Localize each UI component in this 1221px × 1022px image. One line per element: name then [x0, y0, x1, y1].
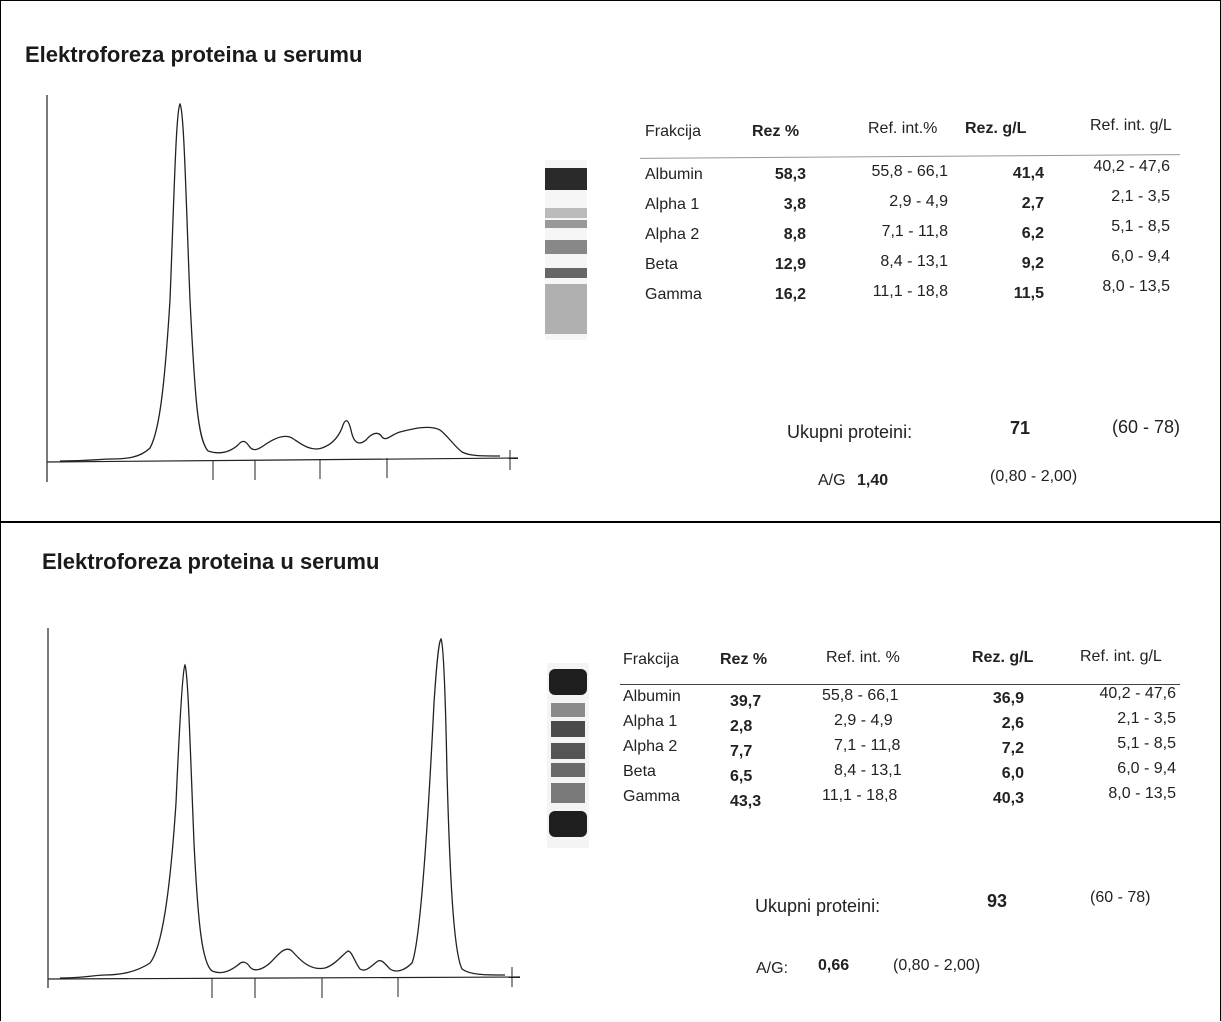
ref-gl-value: 40,2 - 47,6	[1099, 685, 1177, 702]
fraction-label: Alpha 2	[623, 738, 678, 755]
ag-label: A/G	[818, 472, 846, 489]
rez-pct-value: 7,7	[730, 743, 753, 760]
rez-gl-value: 9,2	[1021, 255, 1044, 272]
total-protein-ref: (60 - 78)	[1090, 889, 1151, 906]
fraction-label: Gamma	[623, 788, 680, 805]
ref-pct-value: 7,1 - 11,8	[834, 737, 901, 754]
fraction-label: Albumin	[645, 166, 703, 183]
rez-gl-value: 41,4	[1012, 165, 1044, 182]
ag-value: 0,66	[818, 957, 850, 974]
ag-label: A/G:	[756, 960, 789, 977]
rez-pct-value: 2,8	[730, 718, 753, 735]
ag-ref: (0,80 - 2,00)	[893, 957, 981, 974]
report-title: Elektroforeza proteina u serumu	[25, 42, 363, 67]
col-header-fraction: Frakcija	[623, 651, 680, 668]
col-header-ref-gl: Ref. int. g/L	[1090, 117, 1172, 134]
rez-pct-value: 8,8	[783, 226, 806, 243]
ref-gl-value: 8,0 - 13,5	[1102, 278, 1170, 295]
rez-gl-value: 6,2	[1021, 225, 1044, 242]
total-protein-label: Ukupni proteini:	[787, 422, 913, 442]
ref-gl-value: 2,1 - 3,5	[1111, 188, 1170, 205]
col-header-fraction: Frakcija	[645, 123, 702, 140]
rez-gl-value: 40,3	[992, 790, 1024, 807]
rez-gl-value: 11,5	[1013, 285, 1044, 302]
col-header-rez-gl: Rez. g/L	[965, 120, 1027, 137]
rez-gl-value: 36,9	[992, 690, 1024, 707]
rez-pct-value: 6,5	[730, 768, 753, 785]
col-header-ref-pct: Ref. int. %	[826, 649, 900, 666]
col-header-rez-gl: Rez. g/L	[972, 649, 1034, 666]
report-title: Elektroforeza proteina u serumu	[42, 549, 380, 574]
fraction-label: Gamma	[645, 286, 702, 303]
ref-gl-value: 6,0 - 9,4	[1117, 760, 1176, 777]
ag-value: 1,40	[857, 472, 889, 489]
rez-pct-value: 43,3	[730, 793, 762, 810]
rez-pct-value: 58,3	[774, 166, 806, 183]
col-header-rez-pct: Rez %	[752, 123, 800, 140]
ref-gl-value: 8,0 - 13,5	[1108, 785, 1176, 802]
ref-pct-value: 11,1 - 18,8	[872, 283, 948, 300]
trace-baseline	[46, 457, 519, 463]
fraction-label: Alpha 2	[645, 226, 700, 243]
fraction-label: Alpha 1	[645, 196, 700, 213]
ref-pct-value: 7,1 - 11,8	[881, 223, 948, 240]
col-header-rez-pct: Rez %	[720, 651, 768, 668]
fraction-label: Albumin	[623, 688, 681, 705]
rez-pct-value: 39,7	[730, 693, 762, 710]
gel-strip	[545, 160, 587, 340]
rez-pct-value: 3,8	[783, 196, 806, 213]
gel-strip	[547, 663, 589, 848]
total-protein-value: 93	[987, 891, 1008, 911]
electrophoresis-trace	[46, 95, 519, 482]
ref-pct-value: 55,8 - 66,1	[871, 163, 949, 180]
ref-gl-value: 2,1 - 3,5	[1117, 710, 1176, 727]
section-divider	[0, 521, 1221, 523]
ref-gl-value: 5,1 - 8,5	[1111, 218, 1170, 235]
fraction-label: Alpha 1	[623, 713, 678, 730]
ref-pct-value: 2,9 - 4,9	[834, 712, 893, 729]
ref-pct-value: 11,1 - 18,8	[822, 787, 898, 804]
ref-pct-value: 8,4 - 13,1	[834, 762, 902, 779]
ref-pct-value: 2,9 - 4,9	[889, 193, 948, 210]
ag-ref: (0,80 - 2,00)	[990, 468, 1078, 485]
total-protein-label: Ukupni proteini:	[755, 896, 881, 916]
ref-gl-value: 5,1 - 8,5	[1117, 735, 1176, 752]
fraction-label: Beta	[623, 763, 656, 780]
rez-gl-value: 2,6	[1001, 715, 1024, 732]
fraction-label: Beta	[645, 256, 678, 273]
report-panel-2: Elektroforeza proteina u serumu Frakcija…	[0, 523, 1221, 1022]
ref-gl-value: 6,0 - 9,4	[1111, 248, 1170, 265]
rez-pct-value: 16,2	[774, 286, 806, 303]
ref-gl-value: 40,2 - 47,6	[1093, 158, 1171, 175]
total-protein-value: 71	[1010, 418, 1031, 438]
trace-baseline	[47, 976, 521, 980]
rez-gl-value: 2,7	[1021, 195, 1044, 212]
total-protein-ref: (60 - 78)	[1112, 417, 1181, 437]
ref-pct-value: 8,4 - 13,1	[880, 253, 948, 270]
rez-gl-value: 6,0	[1001, 765, 1024, 782]
report-panel-1: Elektroforeza proteina u serumu Frakcija…	[25, 42, 1181, 489]
electrophoresis-trace	[47, 628, 521, 998]
protein-curve	[59, 637, 506, 979]
col-header-ref-gl: Ref. int. g/L	[1080, 648, 1162, 665]
rez-gl-value: 7,2	[1001, 740, 1024, 757]
rez-pct-value: 12,9	[774, 256, 806, 273]
header-rule	[620, 684, 1180, 685]
protein-curve	[59, 102, 501, 462]
col-header-ref-pct: Ref. int.%	[868, 120, 938, 137]
ref-pct-value: 55,8 - 66,1	[822, 687, 899, 704]
